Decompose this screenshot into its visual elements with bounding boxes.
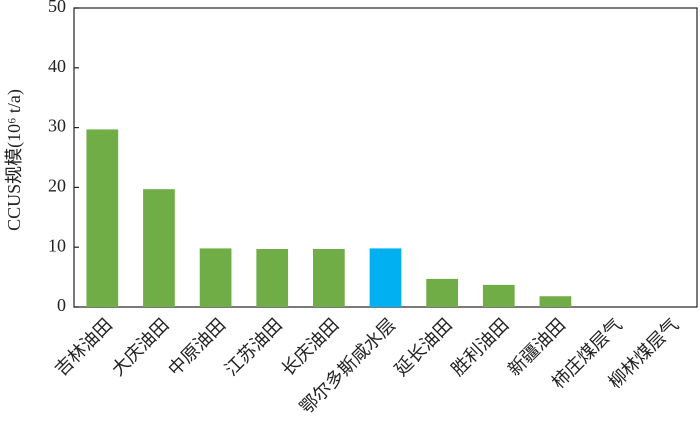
- y-tick-label: 20: [48, 176, 66, 196]
- bar: [143, 189, 175, 307]
- bar: [426, 278, 458, 307]
- x-tick-label: 大庆油田: [108, 315, 173, 380]
- x-tick-label: 延长油田: [391, 315, 456, 380]
- x-tick-label: 胜利油田: [447, 315, 512, 380]
- bar: [369, 248, 402, 307]
- bar: [539, 296, 572, 307]
- y-tick-label: 10: [48, 235, 66, 255]
- x-tick-label: 鄂尔多斯咸水层: [296, 315, 399, 418]
- y-axis-label: CCUS规模(10⁶ t/a): [4, 89, 25, 231]
- bar: [86, 129, 119, 307]
- y-tick-label: 30: [48, 116, 66, 136]
- x-tick-label: 中原油田: [164, 315, 229, 380]
- bar: [482, 284, 515, 307]
- bar: [199, 248, 232, 307]
- y-tick-label: 0: [57, 295, 66, 315]
- x-tick-label: 江苏油田: [221, 315, 286, 380]
- y-tick-label: 40: [48, 56, 66, 76]
- y-tick-label: 50: [48, 0, 66, 16]
- bar: [256, 248, 289, 307]
- bar: [313, 248, 345, 307]
- x-tick-label: 吉林油田: [51, 315, 116, 380]
